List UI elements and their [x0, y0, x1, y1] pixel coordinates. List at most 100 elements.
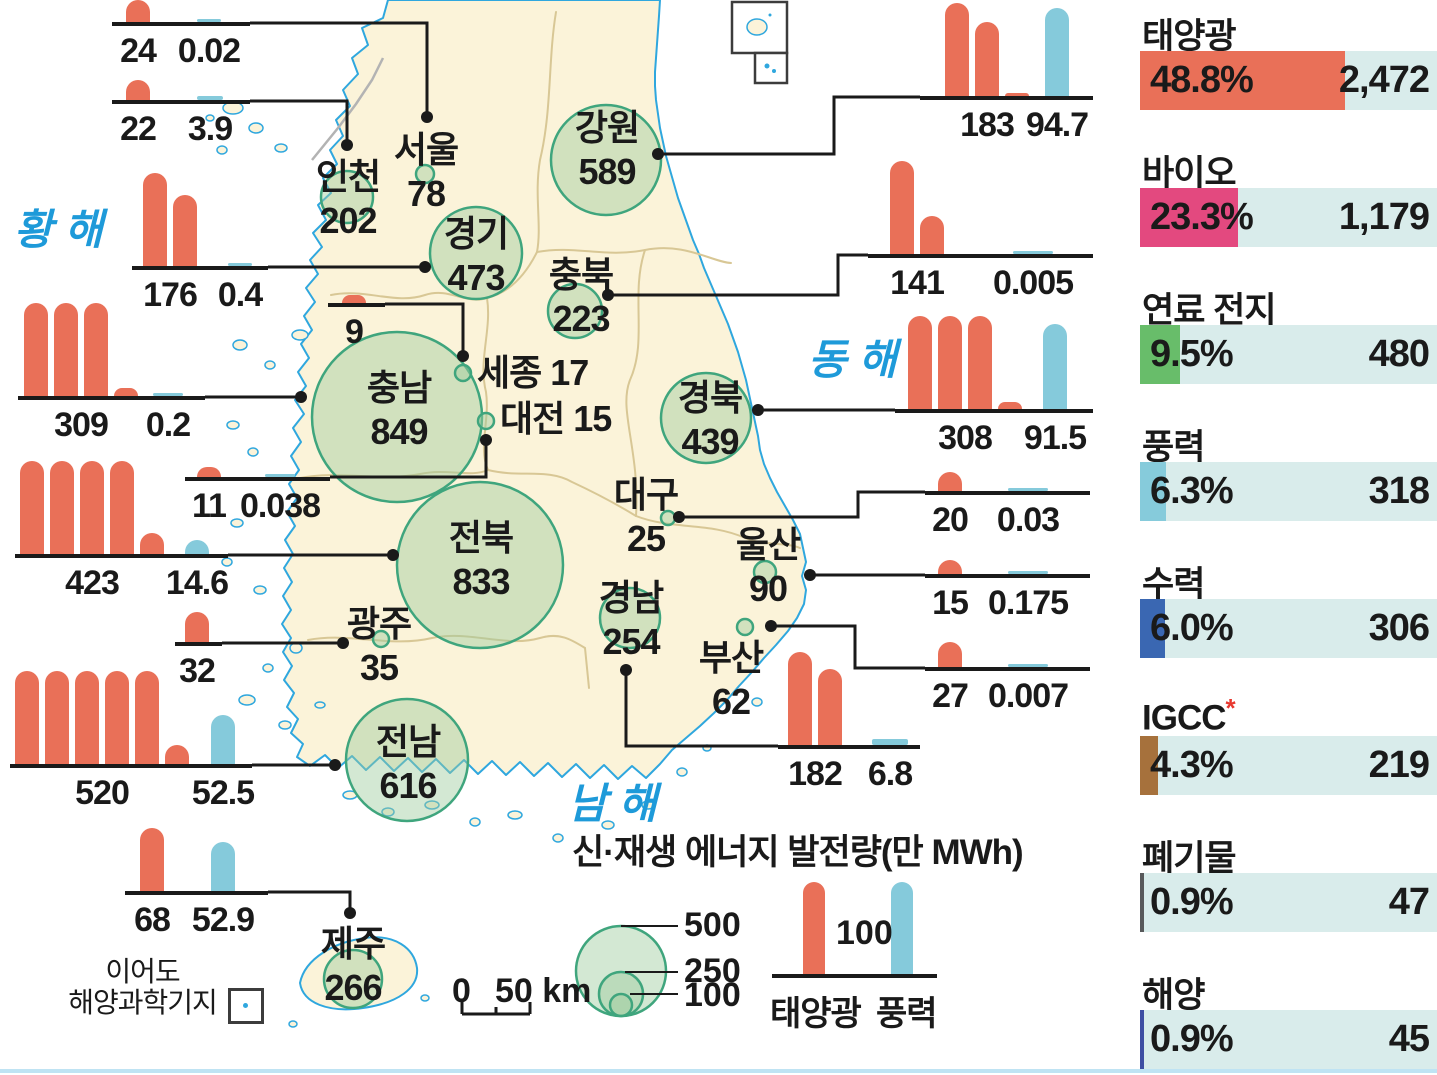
- legend-circle-100: [608, 992, 634, 1018]
- region-circle-busan: [735, 617, 755, 637]
- wind-bar-seoul: [197, 19, 221, 22]
- solar-bar-jeju: [140, 827, 164, 891]
- korea-mainland: [281, 0, 807, 780]
- panel-title-hydro: 수력: [1142, 565, 1205, 604]
- solar-value-daegu: 20: [932, 501, 969, 539]
- chart-connectors: [205, 21, 925, 919]
- panel-title-igcc: IGCC*: [1142, 693, 1236, 738]
- region-label-gwangju: 광주 35: [304, 602, 454, 690]
- solar-bar-chungnam: [84, 303, 108, 396]
- region-label-jeonbuk: 전북 833: [406, 516, 556, 604]
- panel-bar-bio: 23.3% 1,179: [1140, 188, 1437, 247]
- wind-value-chungbuk: 0.005: [992, 264, 1074, 302]
- solar-bar-jeonbuk: [80, 461, 104, 554]
- connector-dot-incheon: [341, 139, 353, 151]
- dokdo-islet: [764, 63, 770, 69]
- scale-zero-label: 0: [452, 972, 471, 1010]
- connector-daejeon: [330, 440, 488, 479]
- solar-bar-gyeonggi: [143, 173, 167, 266]
- chart-baseline-jeonbuk: [15, 554, 228, 558]
- chart-baseline-gangwon: [920, 96, 1093, 100]
- connector-dot-daegu: [673, 511, 685, 523]
- panel-seg-solar: [1140, 51, 1345, 110]
- region-label-gangwon: 강원 589: [532, 106, 682, 194]
- region-value: 254: [602, 621, 660, 662]
- region-label-sejong: 세종 17: [477, 352, 589, 393]
- chart-baseline-gyeongbuk: [895, 409, 1093, 413]
- solar-bar-jeonnam: [165, 745, 189, 764]
- region-label-gyeongnam: 경남 254: [556, 576, 706, 664]
- ieodo-station-box: [228, 988, 264, 1024]
- connector-incheon: [250, 99, 349, 145]
- region-circle-seoul: [414, 163, 436, 185]
- panel-pct-ocean: 0.9%: [1150, 1018, 1234, 1060]
- connector-dot-gangwon: [652, 148, 664, 160]
- connector-dot-jeonnam: [329, 759, 341, 771]
- connector-chungbuk: [608, 253, 868, 297]
- region-value: 833: [452, 561, 510, 602]
- solar-value-daejeon: 11: [192, 487, 227, 525]
- solar-bar-gangwon: [945, 3, 969, 96]
- connector-dot-gyeongbuk: [752, 404, 764, 416]
- connector-dot-jeonbuk: [387, 549, 399, 561]
- panel-seg-fuelcell: [1140, 325, 1180, 384]
- solar-value-sejong: 9: [345, 313, 364, 351]
- region-circle-gyeonggi: [428, 205, 524, 301]
- solar-bar-chungbuk: [890, 161, 914, 254]
- dokdo-inset-box: [753, 51, 789, 85]
- connector-dot-gwangju: [337, 637, 349, 649]
- solar-bar-chungbuk: [920, 215, 944, 254]
- panel-val-solar: 2,472: [1338, 59, 1430, 101]
- region-circle-chungbuk: [546, 282, 604, 340]
- region-name: 부산: [698, 637, 764, 678]
- connector-busan: [771, 624, 925, 670]
- wind-value-daejeon: 0.038: [239, 487, 321, 525]
- panel-title-ocean: 해양: [1142, 976, 1205, 1015]
- inset-boxes: [730, 0, 789, 85]
- wind-value-jeonbuk: 14.6: [165, 564, 229, 602]
- legend-circle-label-250: 250: [684, 952, 741, 990]
- solar-value-seoul: 24: [120, 32, 157, 70]
- panel-seg-bio: [1140, 188, 1238, 247]
- solar-bar-gyeonggi: [173, 195, 197, 266]
- solar-bar-jeonbuk: [110, 461, 134, 554]
- ieodo-station-dot: [243, 1003, 248, 1008]
- panel-val-hydro: 306: [1368, 607, 1430, 649]
- connector-daegu: [679, 490, 925, 519]
- wind-bar-chungnam: [153, 393, 183, 396]
- chart-baseline-gyeonggi: [132, 266, 268, 270]
- chart-baseline-busan: [925, 667, 1090, 671]
- legend-circle-label-500: 500: [684, 906, 741, 944]
- region-name: 전남: [375, 721, 441, 762]
- panel-bar-igcc: 4.3% 219: [1140, 736, 1437, 795]
- panel-bar-ocean: 0.9% 45: [1140, 1010, 1437, 1069]
- panel-pct-solar: 48.8%: [1150, 59, 1254, 101]
- solar-value-gyeongbuk: 308: [938, 419, 993, 457]
- panel-bar-hydro: 6.0% 306: [1140, 599, 1437, 658]
- solar-bar-chungnam: [114, 387, 138, 396]
- region-circle-gyeongnam: [598, 586, 662, 650]
- region-label-daegu: 대구 25: [571, 473, 721, 561]
- legend-wind-bar: [891, 882, 913, 975]
- connector-gangwon: [658, 95, 920, 156]
- connector-sejong: [385, 302, 465, 356]
- wind-bar-busan: [1008, 664, 1048, 667]
- sea-label-yellow-sea: 황 해: [14, 206, 103, 253]
- solar-bar-gyeongbuk: [968, 316, 992, 409]
- region-label-jeju: 제주 266: [278, 922, 428, 1010]
- region-value: 439: [681, 421, 739, 462]
- wind-value-jeju: 52.9: [191, 901, 255, 939]
- chart-baseline-seoul: [112, 22, 250, 26]
- solar-value-jeonnam: 520: [75, 774, 130, 812]
- region-value: 62: [711, 681, 751, 722]
- connector-gyeongnam: [624, 670, 778, 748]
- panel-val-bio: 1,179: [1338, 196, 1430, 238]
- panel-pct-fuelcell: 9.5%: [1150, 333, 1234, 375]
- wind-bar-gyeongbuk: [1043, 323, 1067, 409]
- wind-value-jeonnam: 52.5: [191, 774, 255, 812]
- solar-bar-jeonnam: [135, 671, 159, 764]
- scale-bar: [460, 1002, 532, 1016]
- solar-bar-sejong: [342, 294, 366, 303]
- region-name: 광주: [346, 603, 412, 644]
